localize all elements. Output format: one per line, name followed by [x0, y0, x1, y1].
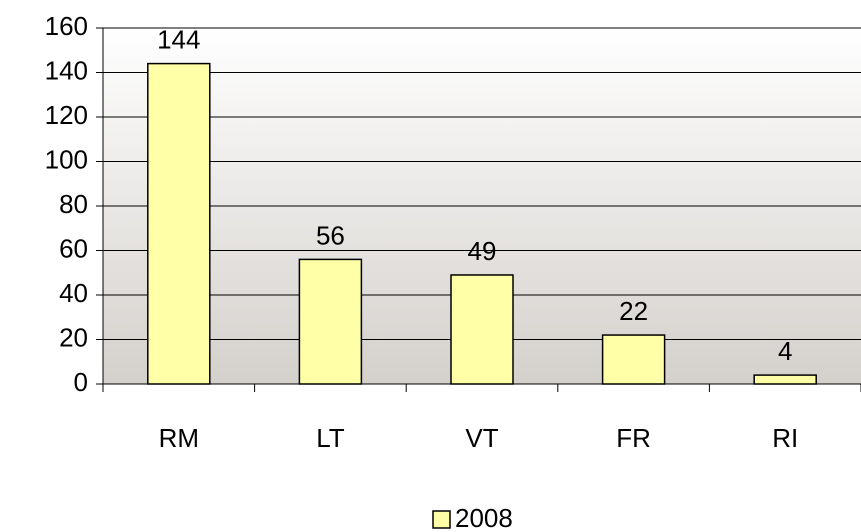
x-tick-label: VT: [465, 423, 498, 453]
data-label: 56: [316, 220, 345, 250]
y-tick-label: 100: [45, 144, 88, 174]
x-tick-label: FR: [616, 423, 651, 453]
data-label: 4: [778, 336, 792, 366]
y-tick-label: 0: [74, 367, 88, 397]
data-label: 144: [157, 24, 200, 54]
bar: [753, 374, 817, 385]
legend-label: 2008: [455, 503, 513, 532]
y-tick-label: 40: [59, 278, 88, 308]
y-tick-label: 140: [45, 55, 88, 85]
y-tick-label: 20: [59, 322, 88, 352]
bar: [147, 62, 211, 385]
data-label: 49: [468, 236, 497, 266]
bar: [450, 274, 514, 385]
bar: [298, 258, 363, 385]
data-label: 22: [619, 296, 648, 326]
y-tick-label: 120: [45, 100, 88, 130]
y-tick-label: 80: [59, 189, 88, 219]
legend-swatch: [432, 510, 451, 529]
x-tick-label: LT: [316, 423, 345, 453]
y-tick-label: 60: [59, 233, 88, 263]
x-tick-label: RI: [772, 423, 798, 453]
bar: [601, 334, 666, 385]
x-tick-label: RM: [159, 423, 199, 453]
y-tick-label: 160: [45, 11, 88, 41]
